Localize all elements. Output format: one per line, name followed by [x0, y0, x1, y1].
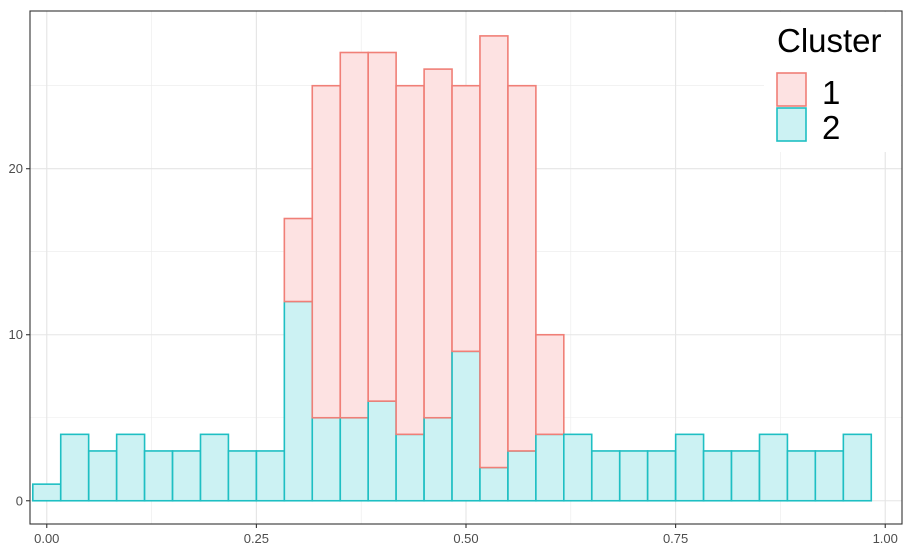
- bar-cluster-1: [423, 68, 453, 419]
- legend-title: Cluster: [777, 22, 882, 59]
- histogram-bars: [32, 35, 873, 502]
- bar-cluster-2: [199, 433, 230, 502]
- bar-cluster-1: [479, 35, 509, 469]
- legend: Cluster 1 2: [764, 12, 901, 152]
- legend-key-1: [776, 72, 807, 107]
- bar-cluster-1: [367, 51, 397, 402]
- bar-cluster-1: [507, 84, 537, 452]
- bar-cluster-2: [674, 433, 705, 502]
- x-tick-label: 0.75: [663, 531, 688, 546]
- bar-cluster-2: [591, 450, 621, 502]
- bar-cluster-2: [423, 416, 453, 502]
- axes: 0.00 0.25 0.50 0.75 1.00 0 10 20: [9, 161, 898, 546]
- bar-cluster-2: [32, 483, 62, 502]
- bar-cluster-2: [255, 450, 286, 502]
- bar-cluster-2: [646, 450, 677, 502]
- bar-cluster-2: [59, 433, 90, 502]
- bar-cluster-2: [814, 450, 845, 502]
- bar-cluster-2: [842, 433, 873, 502]
- bar-cluster-2: [730, 450, 761, 502]
- bar-cluster-2: [87, 450, 118, 502]
- bar-cluster-2: [395, 433, 425, 502]
- legend-label-2: 2: [822, 109, 840, 146]
- bar-cluster-2: [451, 350, 481, 502]
- bar-cluster-2: [479, 466, 509, 502]
- x-tick-label: 1.00: [873, 531, 898, 546]
- bar-cluster-1: [339, 51, 369, 419]
- bar-cluster-2: [311, 416, 341, 502]
- bar-cluster-2: [171, 450, 202, 502]
- bar-cluster-2: [339, 416, 369, 502]
- bar-cluster-2: [786, 450, 817, 502]
- legend-key-2: [776, 107, 807, 142]
- bar-cluster-1: [283, 217, 314, 303]
- legend-label-1: 1: [822, 74, 840, 111]
- bar-cluster-2: [143, 450, 174, 502]
- y-tick-label: 10: [9, 327, 23, 342]
- bar-cluster-1: [535, 333, 565, 436]
- bar-cluster-2: [367, 400, 397, 502]
- bar-cluster-2: [758, 433, 789, 502]
- bar-cluster-2: [563, 433, 593, 502]
- bar-cluster-2: [227, 450, 258, 502]
- bar-cluster-2: [535, 433, 565, 502]
- bar-cluster-1: [395, 84, 425, 436]
- y-tick-label: 20: [9, 161, 23, 176]
- bar-cluster-2: [283, 300, 314, 502]
- x-tick-label: 0.25: [244, 531, 269, 546]
- bar-cluster-1: [451, 84, 481, 353]
- x-tick-label: 0.50: [453, 531, 478, 546]
- y-tick-label: 0: [16, 493, 23, 508]
- bar-cluster-2: [507, 450, 537, 502]
- bar-cluster-2: [702, 450, 733, 502]
- x-tick-label: 0.00: [34, 531, 59, 546]
- bar-cluster-1: [311, 84, 341, 419]
- bar-cluster-2: [115, 433, 146, 502]
- bar-cluster-2: [618, 450, 649, 502]
